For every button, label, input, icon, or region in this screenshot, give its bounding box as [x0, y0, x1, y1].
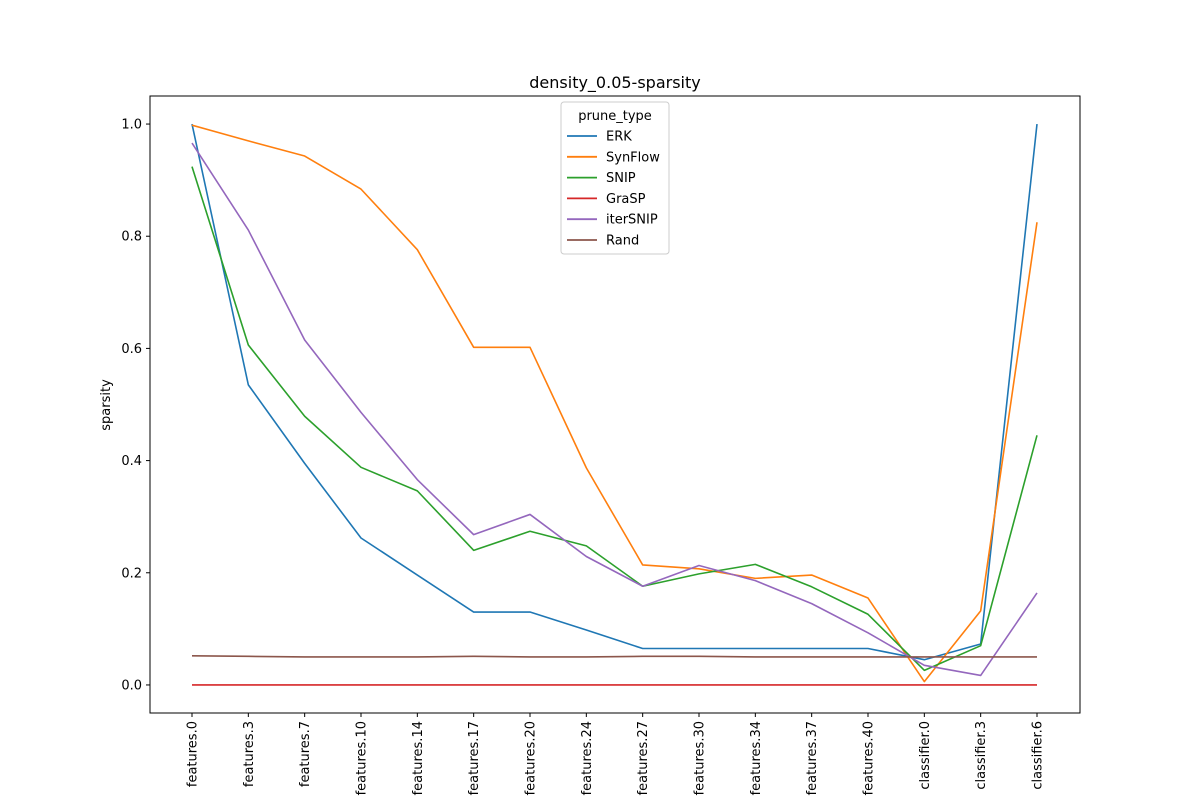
x-tick-label: features.14: [411, 721, 426, 795]
legend-label-rand: Rand: [606, 234, 639, 249]
x-tick-label: classifier.0: [918, 721, 933, 790]
x-tick-label: features.3: [242, 721, 257, 787]
legend-box: [560, 101, 670, 255]
y-tick-label: 0.4: [121, 454, 142, 469]
x-tick-label: features.0: [186, 721, 201, 787]
legend-label-synflow: SynFlow: [606, 150, 660, 165]
plot-frame: [149, 95, 1081, 714]
y-tick-label: 0.8: [121, 230, 142, 245]
legend: prune_type ERK SynFlow SNIP GraSP iterSNIP Ra…: [560, 101, 670, 255]
x-tick-label: classifier.3: [974, 721, 989, 790]
x-tick-label: features.40: [862, 721, 877, 795]
series-line-synflow: [191, 124, 1038, 683]
x-tick-label: features.27: [636, 721, 651, 795]
y-axis: 0.0 0.2 0.4 0.6 0.8 1.0: [121, 118, 150, 693]
legend-label-itersnip: iterSNIP: [606, 213, 658, 228]
x-tick-label: features.10: [355, 721, 370, 795]
legend-label-grasp: GraSP: [606, 192, 646, 207]
x-tick-label: features.17: [467, 721, 482, 795]
legend-label-erk: ERK: [606, 130, 632, 145]
x-tick-label: features.7: [298, 721, 313, 787]
series-line-erk: [191, 123, 1038, 661]
x-tick-label: features.20: [524, 721, 539, 795]
chart-title: density_0.05-sparsity: [529, 73, 700, 93]
x-tick-label: features.34: [749, 721, 764, 795]
y-tick-label: 1.0: [121, 118, 142, 133]
x-tick-label: features.37: [805, 721, 820, 795]
legend-label-snip: SNIP: [606, 171, 636, 186]
x-axis: features.0 features.3 features.7 features.1…: [186, 713, 1046, 795]
y-tick-label: 0.6: [121, 342, 142, 357]
series-line-itersnip: [191, 142, 1038, 677]
x-tick-label: features.30: [693, 721, 708, 795]
y-tick-label: 0.2: [121, 566, 142, 581]
y-axis-label: sparsity: [99, 379, 114, 431]
x-tick-label: features.24: [580, 721, 595, 795]
legend-title: prune_type: [578, 109, 652, 124]
y-tick-label: 0.0: [121, 678, 142, 693]
series-layer: [191, 123, 1038, 686]
series-line-rand: [191, 654, 1037, 658]
series-line-snip: [191, 166, 1038, 672]
x-tick-label: classifier.6: [1031, 721, 1046, 790]
